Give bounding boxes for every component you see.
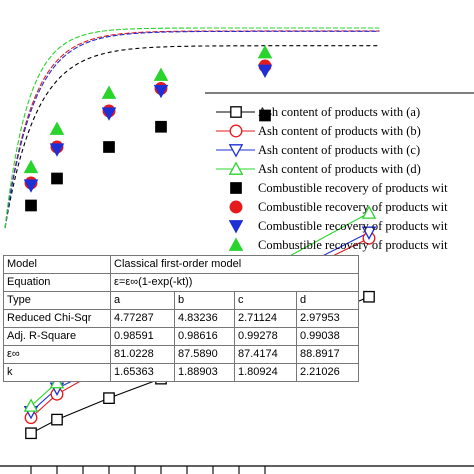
- table-cell: 0.98616: [174, 327, 235, 346]
- upper-fit-curves: [4, 27, 380, 229]
- legend-marker: [229, 124, 243, 138]
- table-cell: 88.8917: [296, 345, 359, 364]
- table-cell: Type: [3, 291, 111, 310]
- table-row: k 1.65363 1.88903 1.80924 2.21026: [3, 363, 359, 382]
- data-point: [363, 290, 375, 303]
- table-cell: d: [296, 291, 359, 310]
- table-cell: 1.88903: [174, 363, 235, 382]
- table-cell: Reduced Chi-Sqr: [3, 309, 111, 328]
- fit-curve: [4, 30, 380, 229]
- legend-label: Combustible recovery of products wit: [258, 200, 448, 214]
- table-cell: 4.77287: [110, 309, 175, 328]
- data-point: [153, 67, 169, 81]
- table-cell: 0.99278: [234, 327, 297, 346]
- table-cell: ε=ε∞(1-exp(-kt)): [110, 273, 359, 292]
- table-cell: ε∞: [3, 345, 111, 364]
- table-cell: 87.5890: [174, 345, 235, 364]
- table-cell: Classical first-order model: [110, 255, 359, 274]
- table-cell: 1.80924: [234, 363, 297, 382]
- data-point: [23, 179, 39, 193]
- legend-label: Combustible recovery of products wit: [258, 181, 448, 195]
- table-row: ε∞ 81.0228 87.5890 87.4174 88.8917: [3, 345, 359, 364]
- data-point: [103, 141, 115, 153]
- legend-label: Ash content of products with (c): [258, 143, 420, 157]
- data-point: [101, 85, 117, 99]
- data-point: [153, 84, 169, 99]
- table-cell: Equation: [3, 273, 111, 292]
- legend-label: Ash content of products with (b): [258, 124, 421, 138]
- table-cell: Adj. R-Square: [3, 327, 111, 346]
- lower-x-axis: [0, 465, 474, 474]
- legend-marker: [230, 182, 242, 194]
- data-point: [23, 398, 39, 412]
- data-point: [51, 172, 63, 185]
- table-cell: 81.0228: [110, 345, 175, 364]
- data-point: [259, 109, 271, 122]
- table-row: Type a b c d: [3, 291, 359, 310]
- legend-marker: [228, 144, 244, 158]
- data-point: [49, 143, 65, 157]
- data-point: [51, 413, 63, 426]
- table-cell: a: [110, 291, 175, 310]
- table-cell: 87.4174: [234, 345, 297, 364]
- legend-marker: [230, 106, 242, 118]
- upper-data-markers: [23, 44, 273, 212]
- legend-marker: [228, 161, 244, 175]
- data-point: [103, 392, 115, 405]
- data-point: [257, 64, 273, 79]
- table-cell: 1.65363: [110, 363, 175, 382]
- legend-marker: [228, 237, 244, 251]
- data-point: [23, 159, 39, 174]
- table-row: Reduced Chi-Sqr 4.77287 4.83236 2.71124 …: [3, 309, 359, 328]
- table-row: Equation ε=ε∞(1-exp(-kt)): [3, 273, 359, 292]
- table-cell: Model: [3, 255, 111, 274]
- data-point: [257, 44, 273, 59]
- table-row: Adj. R-Square 0.98591 0.98616 0.99278 0.…: [3, 327, 359, 346]
- table-cell: 0.98591: [110, 327, 175, 346]
- data-point: [49, 374, 65, 389]
- table-cell: 2.71124: [234, 309, 297, 328]
- table-cell: 4.83236: [174, 309, 235, 328]
- legend-label: Ash content of products with (d): [258, 162, 421, 176]
- data-point: [49, 121, 65, 135]
- fit-curve: [4, 45, 380, 229]
- legend-label: Ash content of products with (a): [258, 105, 420, 119]
- legend-marker: [229, 200, 243, 214]
- data-point: [361, 205, 377, 219]
- table-cell: 2.21026: [296, 363, 359, 382]
- fit-parameters-table: Model Classical first-order model Equati…: [3, 255, 359, 382]
- table-cell: k: [3, 363, 111, 382]
- table-row: Model Classical first-order model: [3, 255, 359, 274]
- data-point: [155, 120, 167, 133]
- legend-label: Combustible recovery of products wit: [258, 238, 448, 252]
- table-cell: 2.97953: [296, 309, 359, 328]
- data-point: [25, 199, 37, 212]
- legend-label: Combustible recovery of products wit: [258, 219, 448, 233]
- legend: Ash content of products with (a) Ash cont…: [205, 92, 474, 252]
- data-point: [25, 427, 37, 440]
- data-point: [101, 107, 117, 121]
- table-cell: 0.99038: [296, 327, 359, 346]
- legend-marker: [228, 220, 244, 234]
- table-cell: b: [174, 291, 235, 310]
- data-point: [361, 226, 377, 240]
- table-cell: c: [234, 291, 297, 310]
